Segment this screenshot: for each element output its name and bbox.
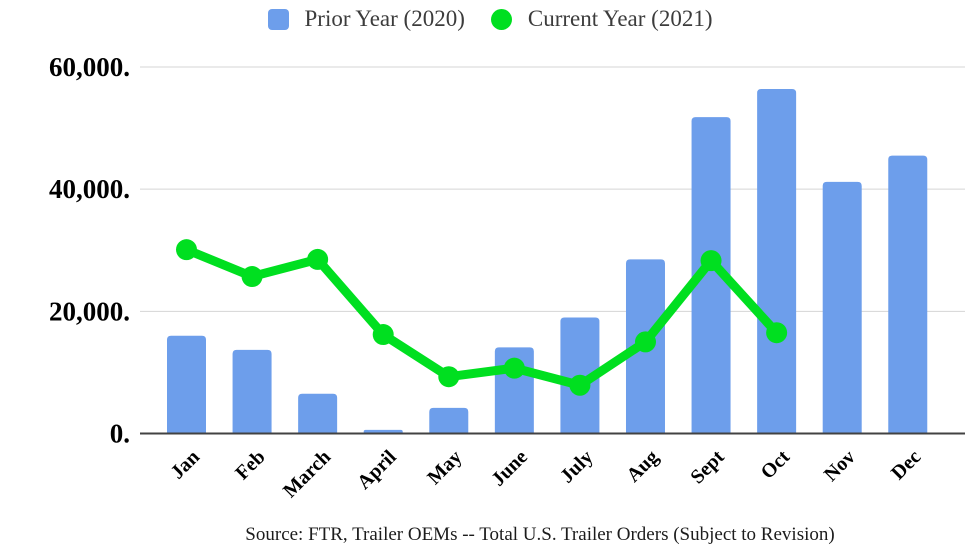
x-tick-July: July <box>556 446 597 487</box>
bar-Feb <box>232 349 272 434</box>
bar-March <box>298 393 338 434</box>
y-tick-60000: 60,000. <box>49 52 130 82</box>
point-Feb <box>241 266 263 288</box>
bar-Sept <box>691 117 731 434</box>
legend-label-current-year: Current Year (2021) <box>527 6 713 31</box>
point-Sept <box>700 250 722 272</box>
x-tick-March: March <box>279 446 335 502</box>
y-tick-20000: 20,000. <box>49 296 130 326</box>
current-year-line <box>182 245 782 390</box>
bar-Oct <box>757 88 797 434</box>
x-tick-Nov: Nov <box>820 446 860 486</box>
bar-May <box>429 407 469 434</box>
chart-legend: Prior Year (2020) Current Year (2021) <box>0 6 980 32</box>
point-March <box>307 248 329 270</box>
point-July <box>569 374 591 396</box>
x-tick-May: May <box>423 446 466 489</box>
point-Jan <box>176 239 197 261</box>
x-tick-Jan: Jan <box>166 446 204 484</box>
y-tick-40000: 40,000. <box>49 174 130 204</box>
legend-label-prior-year: Prior Year (2020) <box>304 6 465 31</box>
point-Aug <box>634 331 656 353</box>
current-year-swatch-icon <box>490 8 512 30</box>
bar-Jan <box>167 335 206 434</box>
point-April <box>372 324 394 346</box>
prior-year-swatch-icon <box>267 8 289 30</box>
legend-item-prior-year: Prior Year (2020) <box>267 6 465 32</box>
bar-Nov <box>822 181 862 434</box>
x-tick-June: June <box>487 446 532 491</box>
x-tick-Feb: Feb <box>231 446 269 484</box>
source-note: Source: FTR, Trailer OEMs -- Total U.S. … <box>245 524 835 545</box>
point-Oct <box>766 322 788 344</box>
x-tick-Aug: Aug <box>622 446 663 487</box>
x-tick-Dec: Dec <box>887 446 925 484</box>
x-tick-April: April <box>353 446 401 494</box>
x-tick-Sept: Sept <box>686 446 729 489</box>
x-tick-Oct: Oct <box>757 446 795 484</box>
y-tick-0: 0. <box>110 419 130 449</box>
point-May <box>438 366 460 388</box>
point-June <box>503 357 525 379</box>
legend-item-current-year: Current Year (2021) <box>490 6 713 32</box>
bar-Dec <box>888 155 928 434</box>
chart-plot-area: 0. 20,000. 40,000. 60,000. Jan Feb March April M… <box>49 52 965 502</box>
